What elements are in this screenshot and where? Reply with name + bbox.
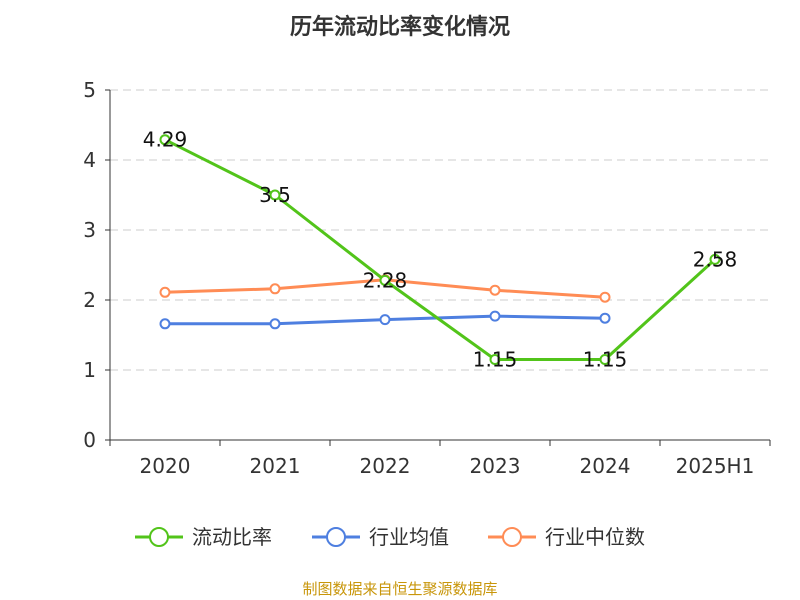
data-point[interactable] (599, 312, 611, 324)
series-line (164, 138, 717, 361)
data-label: 2.58 (693, 247, 738, 271)
legend-icon (326, 527, 346, 547)
data-point[interactable] (159, 134, 171, 146)
data-point[interactable] (709, 253, 721, 265)
data-point[interactable] (269, 318, 281, 330)
legend-label: 行业均值 (369, 525, 449, 549)
data-point[interactable] (489, 310, 501, 322)
source-note: 制图数据来自恒生聚源数据库 (302, 580, 497, 598)
legend-icon (502, 527, 522, 547)
legend-label: 行业中位数 (545, 525, 645, 549)
legend-item[interactable]: 行业均值 (312, 525, 449, 549)
data-point[interactable] (269, 283, 281, 295)
data-point[interactable] (379, 274, 391, 286)
data-point[interactable] (489, 354, 501, 365)
legend-item[interactable]: 行业中位数 (488, 525, 645, 549)
legend-label: 流动比率 (192, 525, 272, 549)
x-tick-label: 2024 (580, 454, 631, 478)
data-label: 3.5 (259, 183, 291, 207)
x-tick-label: 2023 (470, 454, 521, 478)
data-label: 2.28 (363, 268, 408, 292)
data-point[interactable] (599, 354, 611, 365)
data-point[interactable] (269, 189, 281, 201)
data-label: 4.29 (143, 128, 188, 152)
y-tick-label: 4 (83, 148, 96, 172)
x-tick-label: 2022 (360, 454, 411, 478)
y-tick-label: 0 (83, 428, 96, 452)
data-point[interactable] (379, 314, 391, 326)
y-tick-label: 5 (83, 78, 96, 102)
data-label: 1.15 (583, 348, 628, 372)
x-tick-label: 2020 (140, 454, 191, 478)
y-tick-label: 2 (83, 288, 96, 312)
data-point[interactable] (599, 291, 611, 303)
legend-icon (149, 527, 169, 547)
y-tick-label: 1 (83, 358, 96, 382)
chart-title: 历年流动比率变化情况 (290, 14, 510, 40)
data-point[interactable] (159, 286, 171, 298)
data-point[interactable] (489, 284, 501, 296)
x-tick-label: 2021 (250, 454, 301, 478)
data-point[interactable] (159, 318, 171, 330)
data-label: 1.15 (473, 348, 518, 372)
x-tick-label: 2025H1 (676, 454, 755, 478)
y-tick-label: 3 (83, 218, 96, 242)
legend-item[interactable]: 流动比率 (135, 525, 272, 549)
